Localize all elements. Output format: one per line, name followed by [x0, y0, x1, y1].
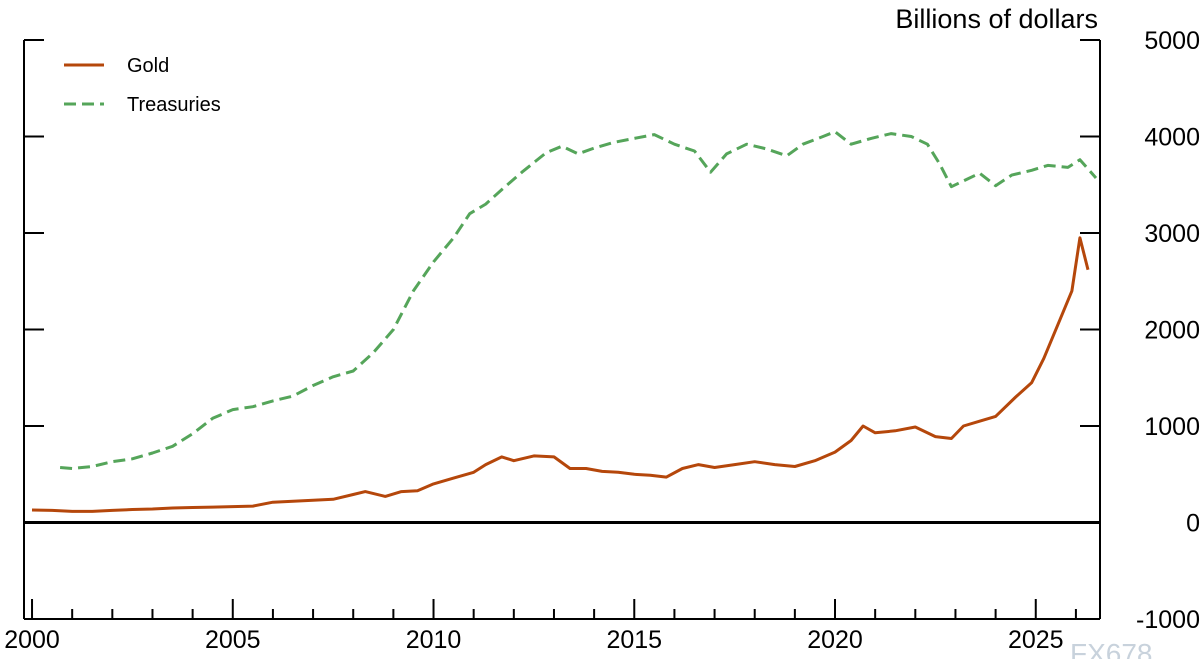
x-tick-label: 2000 [4, 626, 60, 654]
y-tick-label: 5000 [1144, 27, 1200, 55]
y-tick-label: 0 [1186, 510, 1200, 538]
legend-label-gold: Gold [127, 55, 169, 77]
y-tick-label: 1000 [1144, 413, 1200, 441]
series-line-gold [31, 236, 1090, 513]
legend-label-treasuries: Treasuries [127, 94, 221, 116]
y-tick-label: 4000 [1144, 124, 1200, 152]
x-tick-labels: 2000 2005 2010 2015 2020 2025 [4, 626, 1063, 654]
y-tick-label: 3000 [1144, 220, 1200, 248]
y-tick-label: 2000 [1144, 317, 1200, 345]
plot-frame [23, 40, 1101, 620]
x-tick-label: 2005 [205, 626, 261, 654]
legend: Gold Treasuries [64, 55, 221, 116]
x-tick-label: 2025 [1008, 626, 1064, 654]
unit-label: Billions of dollars [895, 4, 1098, 34]
y-tick-label: -1000 [1136, 606, 1200, 634]
x-tick-label: 2015 [606, 626, 662, 654]
x-tick-label: 2020 [807, 626, 863, 654]
watermark: FX678 [1070, 638, 1153, 659]
tick-marks [24, 39, 1100, 620]
y-tick-labels: -1000 0 1000 2000 3000 4000 5000 [1136, 27, 1200, 634]
x-tick-label: 2010 [406, 626, 462, 654]
series-line-treasuries [59, 130, 1098, 470]
series-group [31, 130, 1098, 513]
